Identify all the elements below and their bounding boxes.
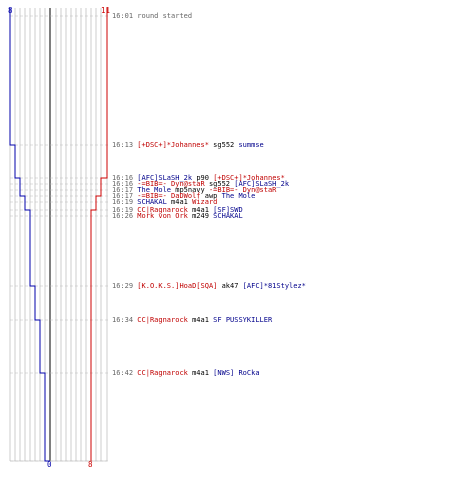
red-team-alive-line [90, 8, 108, 461]
kill-log-row: 16:17 The Mole mp5navy -=BIB=- Dyn@staR [112, 186, 276, 195]
event-time: 16:19 [112, 206, 134, 214]
victim-name: [AFC]*81Stylez* [242, 282, 306, 290]
weapon-name: ak47 [221, 282, 239, 290]
victim-name: [+DSC+]*Johannes* [213, 174, 285, 182]
event-time: 16:19 [112, 198, 134, 206]
event-time: 16:13 [112, 141, 134, 149]
killer-name: [AFC]SLaSH_2k [137, 174, 193, 182]
weapon-name: sg552 [208, 180, 231, 188]
killer-name: Mork von Ork [137, 212, 188, 220]
killer-name: The Mole [137, 186, 172, 194]
victim-name: Wizard [192, 198, 218, 206]
round-status-text: round started [137, 12, 193, 20]
kill-log-row: 16:42 CC|Ragnarock m4a1 [NWS] RoCka [112, 369, 260, 378]
weapon-name: m4a1 [192, 316, 209, 324]
weapon-name: m249 [192, 212, 209, 220]
killer-name: CC|Ragnarock [137, 369, 188, 377]
weapon-name: m4a1 [192, 369, 209, 377]
killer-name: [K.O.K.S.]HoaD[SQA] [137, 282, 218, 290]
killer-name: -=BIB=- Dyn@staR [137, 180, 205, 188]
player-grid-lines [9, 8, 108, 462]
victim-name: SCHAKAL [213, 212, 243, 220]
kill-log-row: 16:16 -=BIB=- Dyn@staR sg552 [AFC]SLaSH_… [112, 180, 289, 189]
victim-name: [NWS] RoCka [213, 369, 260, 377]
event-time: 16:17 [112, 186, 134, 194]
kill-log-row: 16:13 [+DSC+]*Johannes* sg552 summse [112, 141, 264, 150]
kill-log-row: 16:29 [K.O.K.S.]HoaD[SQA] ak47 [AFC]*81S… [112, 282, 306, 291]
blue-end-count: 0 [47, 460, 52, 469]
event-time: 16:26 [112, 212, 134, 220]
blue-start-count: 8 [8, 6, 13, 15]
red-end-count: 8 [88, 460, 93, 469]
weapon-name: m4a1 [171, 198, 188, 206]
event-dashed-lines [10, 15, 110, 462]
victim-name: The Mole [221, 192, 256, 200]
killer-name: CC|Ragnarock [137, 206, 188, 214]
event-time: 16:16 [112, 174, 134, 182]
killer-name: [+DSC+]*Johannes* [137, 141, 209, 149]
kill-log-row: 16:19 CC|Ragnarock m4a1 [SF]SWD [112, 206, 243, 215]
weapon-name: p90 [196, 174, 209, 182]
kill-log-row: 16:17 -=BIB=- DaDWolf awp The Mole [112, 192, 255, 201]
victim-name: [SF]SWD [213, 206, 243, 214]
weapon-name: sg552 [213, 141, 235, 149]
event-time: 16:42 [112, 369, 134, 377]
victim-name: summse [238, 141, 264, 149]
kill-log-row: 16:26 Mork von Ork m249 SCHAKAL [112, 212, 243, 221]
event-time: 16:16 [112, 180, 134, 188]
event-time: 16:01 [112, 12, 134, 20]
killer-name: -=BIB=- DaDWolf [137, 192, 201, 200]
blue-team-alive-line [9, 8, 50, 462]
event-time: 16:17 [112, 192, 134, 200]
event-time: 16:29 [112, 282, 134, 290]
red-start-count: 11 [101, 6, 110, 15]
kill-log-row: 16:34 CC|Ragnarock m4a1 SF PUSSYKILLER [112, 316, 272, 325]
event-time: 16:34 [112, 316, 134, 324]
victim-name: SF PUSSYKILLER [213, 316, 273, 324]
victim-name: [AFC]SLaSH_2k [234, 180, 290, 188]
weapon-name: mp5navy [175, 186, 205, 194]
victim-name: -=BIB=- Dyn@staR [208, 186, 277, 194]
kill-log-row: 16:16 [AFC]SLaSH_2k p90 [+DSC+]*Johannes… [112, 174, 285, 183]
kill-log-row: 16:01 round started [112, 12, 192, 21]
kill-log-row: 16:19 SCHAKAL m4a1 Wizard [112, 198, 217, 207]
weapon-name: awp [204, 192, 218, 200]
killer-name: SCHAKAL [137, 198, 167, 206]
killer-name: CC|Ragnarock [137, 316, 188, 324]
weapon-name: m4a1 [192, 206, 209, 214]
